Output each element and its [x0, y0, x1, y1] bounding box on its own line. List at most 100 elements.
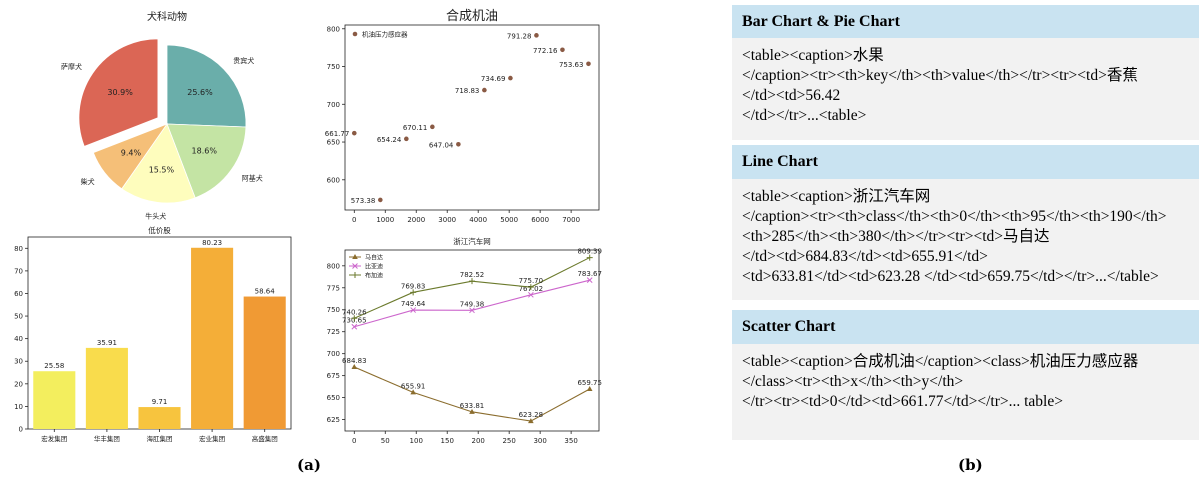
x-tick-label: 宏业集团	[199, 434, 225, 443]
scatter-point	[351, 130, 357, 136]
example-heading-bar-pie: Bar Chart & Pie Chart	[732, 5, 1199, 38]
x-tick-label: 50	[381, 437, 390, 445]
x-tick-label: 海肛集团	[147, 434, 173, 443]
x-tick-label: 4000	[469, 216, 487, 224]
pie-slice-label: 贵宾犬	[233, 56, 254, 65]
pie-slice	[121, 123, 196, 204]
y-tick-label: 750	[327, 63, 340, 71]
line-marker	[351, 315, 358, 322]
pie-slice-percent: 9.4%	[121, 148, 142, 157]
plot-frame	[344, 249, 600, 432]
plot-frame	[344, 24, 600, 211]
x-tick-label: 5000	[500, 216, 518, 224]
line-chart: 浙江汽车网 0 50 100 150 200 250 300 350 625 650 675 700 72…	[300, 225, 610, 450]
scatter-point-label: 791.28	[507, 32, 532, 40]
code-line: </td><td>684.83</td><td>655.91</td>	[742, 248, 988, 265]
line-marker	[410, 289, 417, 296]
line-point-label: 782.52	[460, 271, 485, 279]
y-tick-label: 800	[327, 262, 340, 270]
code-line: </caption><tr><th>class</th><th>0</th><t…	[742, 208, 1167, 225]
y-tick-label: 60	[14, 290, 23, 298]
line-marker	[528, 418, 534, 424]
pie-slice-label: 牛头犬	[145, 211, 166, 220]
code-line: <th>285</th><th>380</th></tr><tr><td>马自达	[742, 228, 1050, 245]
bar	[243, 296, 286, 429]
scatter-point-label: 670.11	[403, 124, 428, 132]
legend-label: 马自达	[365, 254, 383, 262]
line-marker	[410, 307, 416, 313]
pie-slice	[78, 38, 159, 147]
x-tick-label: 0	[352, 216, 356, 224]
line-marker	[352, 263, 358, 269]
line-point-label: 769.83	[401, 282, 426, 290]
legend-label: 布加迪	[365, 272, 383, 280]
scatter-point	[430, 124, 435, 130]
scatter-point-label: 753.63	[559, 61, 584, 69]
line-marker	[469, 278, 475, 285]
x-tick-label: 150	[441, 437, 454, 445]
y-tick-label: 0	[19, 426, 23, 434]
line-point-label: 659.75	[577, 379, 602, 387]
scatter-point-label: 654.24	[377, 136, 402, 144]
bar	[138, 407, 181, 429]
panel-b-label: (b)	[958, 456, 983, 474]
scatter-point	[482, 87, 487, 93]
scatter-point	[456, 141, 461, 147]
scatter-chart: 合成机油 0 1000 2000 3000 4000 5000 6000 7000 600 650 7…	[300, 0, 610, 225]
line-marker	[586, 254, 593, 261]
y-tick-label: 650	[327, 394, 340, 402]
line-point-label: 633.81	[460, 402, 485, 410]
x-tick-label: 100	[410, 437, 423, 445]
y-tick-label: 20	[14, 380, 23, 388]
example-body-bar-pie: <table><caption>水果 </caption><tr><th>key…	[732, 38, 1199, 140]
example-heading-line: Line Chart	[732, 145, 1199, 179]
bar-value-label: 25.58	[44, 362, 64, 370]
x-tick-label: 2000	[407, 216, 425, 224]
line-point-label: 740.26	[342, 308, 367, 316]
line-marker	[410, 389, 416, 395]
pie-slice	[166, 44, 247, 128]
y-tick-label: 650	[327, 139, 340, 147]
pie-chart: 犬科动物 25.6% 贵宾犬 18.6% 阿基犬 15.5% 牛头犬 9.4% 柴犬 30.9% 萨…	[40, 0, 300, 230]
pie-slice-percent: 18.6%	[192, 147, 218, 156]
line-marker	[586, 386, 593, 392]
scatter-point-label: 573.38	[351, 197, 376, 205]
scatter-point	[534, 33, 539, 38]
scatter-point	[586, 61, 591, 67]
y-tick-label: 700	[327, 350, 340, 358]
legend-label: 机油压力感应器	[362, 30, 408, 39]
line-marker	[352, 254, 358, 259]
bar-value-label: 80.23	[202, 239, 222, 247]
legend-label: 比亚迪	[365, 263, 383, 271]
line-point-label: 684.83	[342, 357, 367, 365]
example-tables: Bar Chart & Pie Chart <table><caption>水果…	[732, 0, 1199, 479]
y-tick-label: 800	[327, 25, 340, 33]
line-point-label: 749.64	[401, 300, 426, 308]
x-tick-label: 300	[533, 437, 546, 445]
pie-slice-percent: 30.9%	[107, 88, 133, 97]
y-tick-label: 70	[14, 267, 23, 275]
scatter-point	[404, 136, 409, 142]
scatter-point-label: 734.69	[481, 75, 506, 83]
line-point-label: 783.67	[577, 270, 602, 278]
code-line: <table><caption>浙江汽车网	[742, 188, 931, 205]
scatter-point	[560, 47, 565, 53]
code-line: <td>633.81</td><td>623.28 </td><td>659.7…	[742, 268, 1159, 285]
example-body-scatter: <table><caption>合成机油</caption><class>机油压…	[732, 344, 1199, 440]
line-marker	[586, 277, 593, 284]
x-tick-label: 0	[352, 437, 356, 445]
scatter-point-label: 718.83	[455, 87, 480, 95]
scatter-point	[378, 197, 383, 203]
scatter-point	[508, 75, 513, 81]
y-tick-label: 775	[327, 284, 340, 292]
chart-title: 浙江汽车网	[453, 236, 491, 246]
x-tick-label: 200	[472, 437, 485, 445]
y-tick-label: 625	[327, 416, 340, 424]
bar-value-label: 35.91	[97, 339, 117, 347]
x-tick-label: 250	[502, 437, 515, 445]
example-heading-scatter: Scatter Chart	[732, 310, 1199, 344]
pie-slice-label: 萨摩犬	[61, 62, 82, 71]
code-line: </class><tr><th>x</th><th>y</th>	[742, 373, 964, 390]
x-tick-label: 6000	[531, 216, 549, 224]
y-tick-label: 700	[327, 101, 340, 109]
